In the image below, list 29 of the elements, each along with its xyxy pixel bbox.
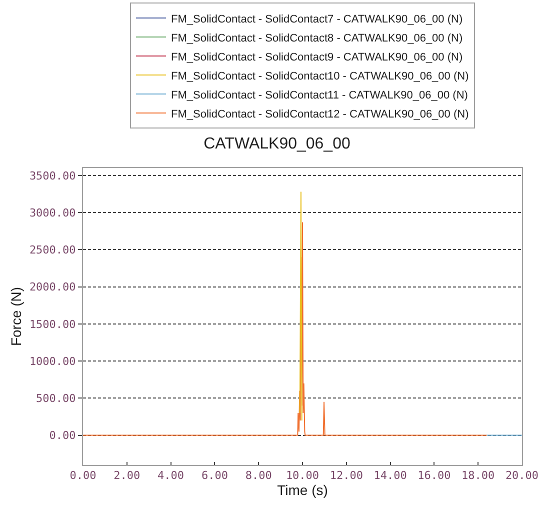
x-tick-label: 18.00 bbox=[462, 469, 495, 482]
x-tick-label: 8.00 bbox=[245, 469, 272, 482]
x-tick-label: 16.00 bbox=[418, 469, 451, 482]
legend-label: FM_SolidContact - SolidContact9 - CATWALK90_06_00 (N) bbox=[171, 51, 463, 64]
legend-label: FM_SolidContact - SolidContact7 - CATWALK90_06_00 (N) bbox=[171, 13, 463, 26]
y-tick-label: 2000.00 bbox=[29, 280, 76, 294]
legend-label: FM_SolidContact - SolidContact12 - CATWALK90_06_00 (N) bbox=[171, 108, 469, 120]
y-tick-label: 500.00 bbox=[36, 392, 76, 406]
x-axis-title: Time (s) bbox=[277, 482, 328, 498]
x-tick-label: 20.00 bbox=[505, 469, 539, 482]
x-tick-label: 6.00 bbox=[201, 469, 228, 482]
y-tick-label: 3000.00 bbox=[29, 206, 76, 220]
legend-label: FM_SolidContact - SolidContact8 - CATWALK90_06_00 (N) bbox=[171, 32, 463, 44]
x-tick-label: 4.00 bbox=[158, 469, 184, 482]
legend-label: FM_SolidContact - SolidContact10 - CATWALK90_06_00 (N) bbox=[171, 70, 469, 82]
legend-label: FM_SolidContact - SolidContact11 - CATWALK90_06_00 (N) bbox=[171, 89, 468, 102]
x-tick-label: 10.00 bbox=[286, 469, 320, 482]
x-tick-label: 2.00 bbox=[114, 469, 140, 482]
x-tick-label: 0.00 bbox=[70, 469, 96, 482]
line-series bbox=[83, 222, 488, 436]
y-axis-title: Force (N) bbox=[8, 286, 24, 346]
y-tick-label: 3500.00 bbox=[29, 169, 76, 182]
x-tick-label: 14.00 bbox=[374, 469, 407, 482]
chart-title: CATWALK90_06_00 bbox=[204, 136, 350, 153]
y-tick-label: 1500.00 bbox=[29, 318, 76, 331]
y-tick-label: 0.00 bbox=[49, 429, 76, 442]
y-tick-label: 1000.00 bbox=[29, 354, 76, 368]
x-tick-label: 12.00 bbox=[330, 469, 363, 482]
y-tick-label: 2500.00 bbox=[29, 244, 76, 257]
